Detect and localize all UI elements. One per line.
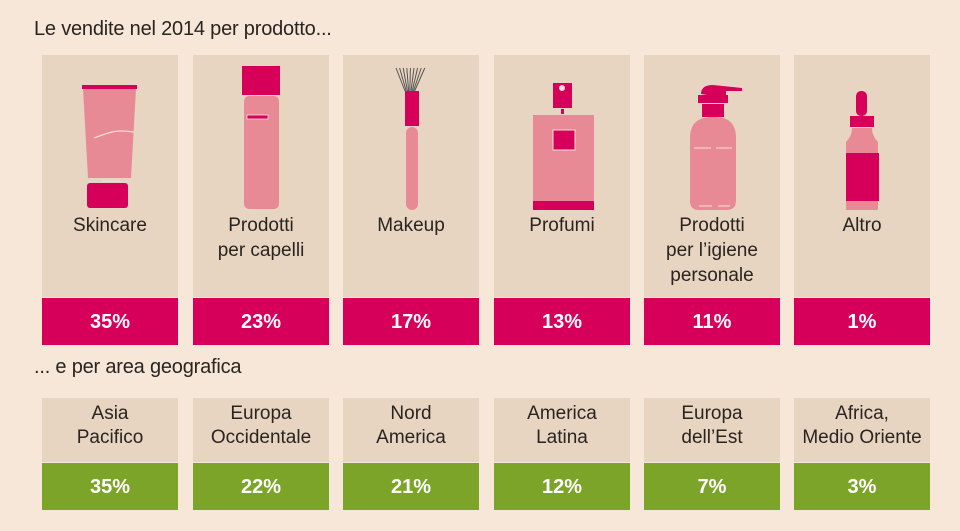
card-background (42, 398, 178, 462)
label-line: Africa, (835, 403, 889, 424)
soap-dispenser-icon (690, 85, 742, 210)
label-line: Makeup (377, 215, 445, 236)
percent-bar: 35% (42, 463, 178, 510)
percent-bar: 13% (494, 298, 630, 345)
label-line: Pacifico (76, 427, 144, 448)
category-label: Europa Occidentale (193, 402, 329, 450)
hair-spray-icon (242, 66, 280, 209)
percent-bar: 35% (42, 298, 178, 345)
percent-bar: 3% (794, 463, 930, 510)
label-line: Nord (390, 403, 432, 424)
percent-bar: 21% (343, 463, 479, 510)
percent-bar: 1% (794, 298, 930, 345)
cream-tube-icon (82, 85, 137, 208)
card-background (343, 398, 479, 462)
label-line: Profumi (529, 215, 595, 236)
category-label: Asia Pacifico (42, 402, 178, 450)
makeup-brush-icon (395, 67, 426, 210)
label-line: America (376, 427, 446, 448)
category-label: Europa dell’Est (644, 402, 780, 450)
percent-bar: 17% (343, 298, 479, 345)
label-line: Asia (91, 403, 129, 424)
percent-bar: 23% (193, 298, 329, 345)
label-line: Latina (536, 427, 588, 448)
percent-bar: 7% (644, 463, 780, 510)
label-line: Prodotti (228, 215, 294, 236)
card-background (193, 398, 329, 462)
category-label: Makeup (343, 213, 479, 238)
category-label: Africa, Medio Oriente (794, 402, 930, 450)
label-line: Skincare (73, 215, 147, 236)
regions-title: ... e per area geografica (34, 356, 242, 378)
category-label: Profumi (494, 213, 630, 238)
label-line: Europa (230, 403, 292, 424)
label-line: Prodotti (679, 215, 745, 236)
dropper-bottle-icon (846, 91, 879, 210)
category-label: Nord America (343, 402, 479, 450)
card-background (794, 398, 930, 462)
card-background (494, 398, 630, 462)
label-line: America (527, 403, 597, 424)
percent-bar: 22% (193, 463, 329, 510)
label-line: personale (670, 265, 754, 286)
category-label: Altro (794, 213, 930, 238)
label-line: dell’Est (681, 427, 743, 448)
category-label: Prodotti per l’igiene personale (644, 213, 780, 288)
label-line: per l’igiene (666, 240, 758, 261)
label-line: Europa (681, 403, 743, 424)
label-line: Medio Oriente (802, 427, 922, 448)
label-line: Occidentale (210, 427, 312, 448)
label-line: Altro (842, 215, 882, 236)
percent-bar: 11% (644, 298, 780, 345)
products-title: Le vendite nel 2014 per prodotto... (34, 18, 332, 40)
category-label: Skincare (42, 213, 178, 238)
perfume-bottle-icon (533, 83, 594, 210)
category-label: Prodotti per capelli (193, 213, 329, 263)
percent-bar: 12% (494, 463, 630, 510)
category-label: America Latina (494, 402, 630, 450)
label-line: per capelli (217, 240, 305, 261)
card-background (644, 398, 780, 462)
